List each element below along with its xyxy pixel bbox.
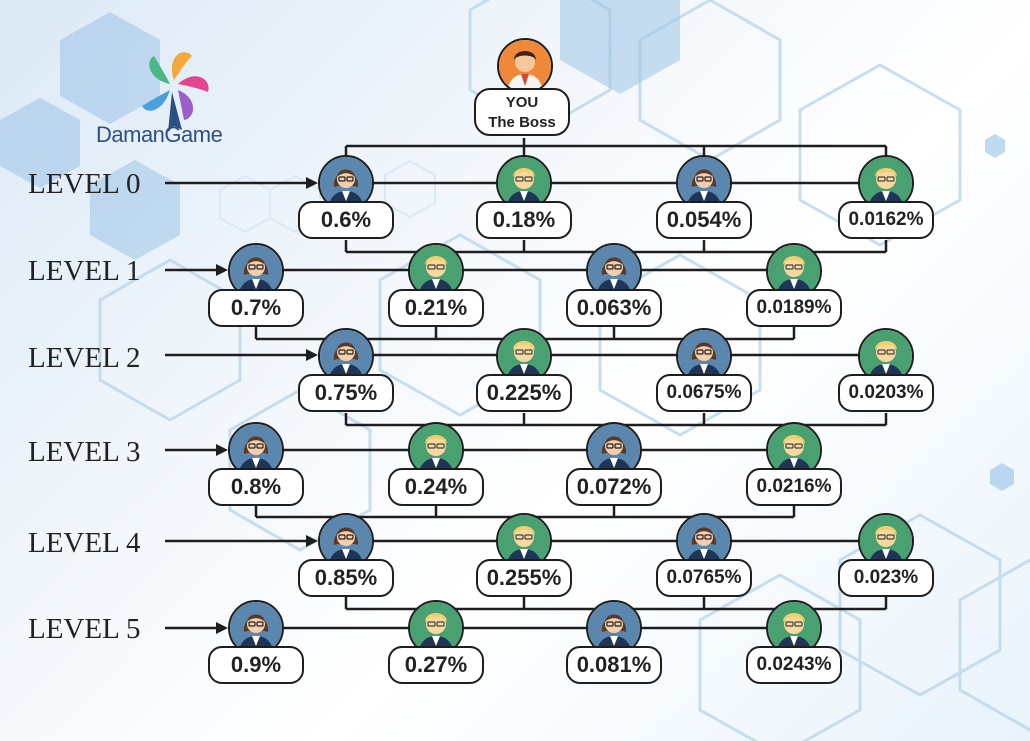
level-3-label: LEVEL 3 [28, 436, 141, 468]
level-0-percent-4: 0.0162% [838, 201, 934, 239]
level-1-node-3: 0.063% [560, 243, 670, 327]
level-1-node-4: 0.0189% [740, 243, 850, 327]
level-2-node-4: 0.0203% [832, 328, 942, 412]
level-2-node-1: 0.75% [292, 328, 402, 412]
arrow-head-icon [306, 177, 318, 189]
level-4-node-2: 0.255% [470, 513, 580, 597]
level-1-percent-4: 0.0189% [746, 289, 842, 327]
level-3-percent-2: 0.24% [388, 468, 484, 506]
level-1-label: LEVEL 1 [28, 255, 141, 287]
male-avatar-icon [496, 328, 552, 384]
level-5-label: LEVEL 5 [28, 613, 141, 645]
level-3-node-2: 0.24% [382, 422, 492, 506]
arrow-head-icon [216, 444, 228, 456]
level-4-label: LEVEL 4 [28, 527, 141, 559]
male-avatar-icon [858, 328, 914, 384]
female-avatar-icon [318, 155, 374, 211]
male-avatar-icon [408, 422, 464, 478]
boss-label: YOU The Boss [474, 88, 570, 136]
level-4-node-4: 0.023% [832, 513, 942, 597]
level-0-percent-3: 0.054% [656, 201, 752, 239]
level-2-percent-3: 0.0675% [656, 374, 752, 412]
male-avatar-icon [766, 243, 822, 299]
level-3-percent-3: 0.072% [566, 468, 662, 506]
level-4-percent-4: 0.023% [838, 559, 934, 597]
level-5-percent-4: 0.0243% [746, 646, 842, 684]
level-3-node-4: 0.0216% [740, 422, 850, 506]
level-5-node-1: 0.9% [202, 600, 312, 684]
level-5-node-3: 0.081% [560, 600, 670, 684]
level-5-node-4: 0.0243% [740, 600, 850, 684]
arrow-head-icon [216, 622, 228, 634]
arrow-head-icon [306, 349, 318, 361]
level-2-percent-1: 0.75% [298, 374, 394, 412]
boss-line-1: YOU [505, 94, 539, 111]
level-0-node-4: 0.0162% [832, 155, 942, 239]
level-3-percent-4: 0.0216% [746, 468, 842, 506]
level-4-percent-2: 0.255% [476, 559, 572, 597]
female-avatar-icon [676, 155, 732, 211]
level-2-node-3: 0.0675% [650, 328, 760, 412]
level-1-node-2: 0.21% [382, 243, 492, 327]
level-1-percent-3: 0.063% [566, 289, 662, 327]
damangame-logo [142, 52, 209, 132]
level-2-node-2: 0.225% [470, 328, 580, 412]
level-5-percent-3: 0.081% [566, 646, 662, 684]
level-2-percent-4: 0.0203% [838, 374, 934, 412]
boss-line-2: The Boss [488, 114, 556, 131]
level-0-node-1: 0.6% [292, 155, 402, 239]
level-4-node-1: 0.85% [292, 513, 402, 597]
level-4-percent-3: 0.0765% [656, 559, 752, 597]
level-0-node-3: 0.054% [650, 155, 760, 239]
female-avatar-icon [228, 422, 284, 478]
level-0-label: LEVEL 0 [28, 168, 141, 200]
brand-name: DamanGame [96, 122, 223, 147]
level-0-percent-2: 0.18% [476, 201, 572, 239]
level-3-node-3: 0.072% [560, 422, 670, 506]
male-avatar-icon [496, 513, 552, 569]
level-5-node-2: 0.27% [382, 600, 492, 684]
level-0-node-2: 0.18% [470, 155, 580, 239]
level-4-percent-1: 0.85% [298, 559, 394, 597]
boss-node: YOU The Boss [469, 38, 579, 136]
female-avatar-icon [228, 243, 284, 299]
level-5-percent-1: 0.9% [208, 646, 304, 684]
level-5-percent-2: 0.27% [388, 646, 484, 684]
level-1-percent-1: 0.7% [208, 289, 304, 327]
level-4-node-3: 0.0765% [650, 513, 760, 597]
male-avatar-icon [496, 155, 552, 211]
female-avatar-icon [586, 600, 642, 656]
boss-avatar-icon [497, 38, 553, 94]
arrow-head-icon [216, 264, 228, 276]
level-1-percent-2: 0.21% [388, 289, 484, 327]
level-2-percent-2: 0.225% [476, 374, 572, 412]
level-1-node-1: 0.7% [202, 243, 312, 327]
level-2-label: LEVEL 2 [28, 342, 141, 374]
arrow-head-icon [306, 535, 318, 547]
female-avatar-icon [318, 513, 374, 569]
level-3-percent-1: 0.8% [208, 468, 304, 506]
level-3-node-1: 0.8% [202, 422, 312, 506]
level-0-percent-1: 0.6% [298, 201, 394, 239]
